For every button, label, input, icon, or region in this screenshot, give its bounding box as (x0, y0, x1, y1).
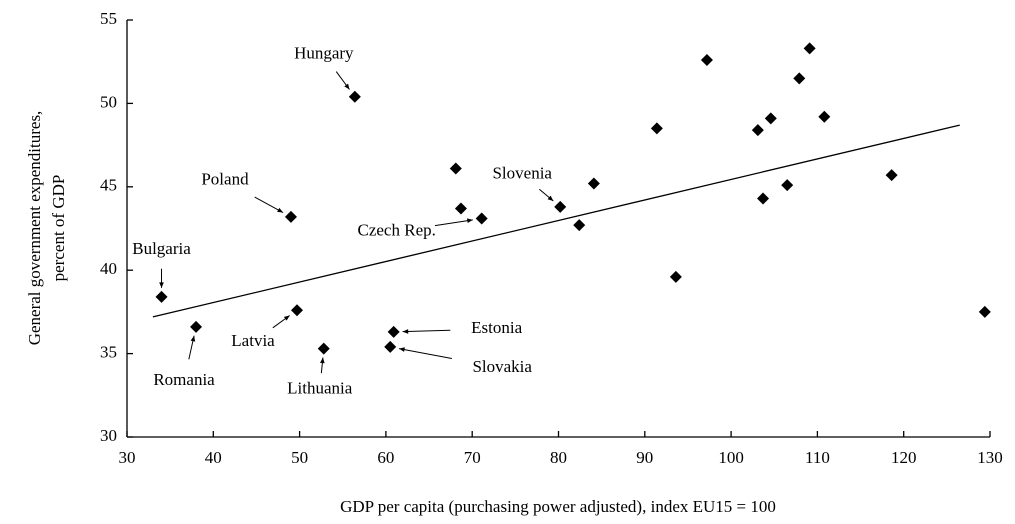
x-tick-label: 130 (977, 448, 1003, 467)
x-tick-label: 120 (891, 448, 917, 467)
point (573, 219, 586, 232)
point-label: Estonia (471, 318, 522, 337)
y-tick-label: 55 (100, 9, 117, 28)
point (751, 124, 764, 137)
y-axis-title: General government expenditures, (25, 111, 44, 346)
point (190, 320, 203, 333)
y-tick-label: 35 (100, 343, 117, 362)
point (700, 54, 713, 67)
x-tick-label: 110 (805, 448, 830, 467)
annotation-arrow (402, 329, 451, 333)
point-label: Slovenia (492, 164, 552, 183)
point-label: Bulgaria (132, 239, 191, 258)
arrow-head (159, 282, 164, 288)
x-tick-label: 30 (119, 448, 136, 467)
point (475, 212, 488, 225)
point-label: Lithuania (287, 379, 353, 398)
point (650, 122, 663, 135)
arrow-head (547, 195, 554, 202)
point (764, 112, 777, 125)
point (781, 179, 794, 192)
point-label: Hungary (294, 44, 354, 63)
annotation-arrow (434, 219, 473, 227)
arrow-head (283, 315, 290, 321)
point (793, 72, 806, 85)
arrow-head (344, 83, 350, 90)
point (155, 290, 168, 303)
x-tick-label: 50 (291, 448, 308, 467)
arrow-head (402, 329, 409, 334)
x-tick-label: 60 (377, 448, 394, 467)
point (384, 340, 397, 353)
y-tick-label: 50 (100, 92, 117, 111)
point (818, 110, 831, 123)
point (284, 210, 297, 223)
y-tick-label: 30 (100, 426, 117, 445)
x-axis-title: GDP per capita (purchasing power adjuste… (340, 497, 776, 516)
point (317, 342, 330, 355)
point (449, 162, 462, 175)
arrow-head (320, 357, 325, 364)
point (554, 200, 567, 213)
point-label: Latvia (231, 331, 275, 350)
point (454, 202, 467, 215)
point-label: Slovakia (472, 357, 532, 376)
point (669, 270, 682, 283)
x-tick-label: 70 (464, 448, 481, 467)
x-tick-label: 90 (636, 448, 653, 467)
point (387, 325, 400, 338)
point-label: Czech Rep. (358, 220, 436, 239)
x-tick-label: 80 (550, 448, 567, 467)
arrow-head (466, 218, 473, 223)
point (757, 192, 770, 205)
arrow-head (190, 335, 196, 342)
x-tick-label: 100 (718, 448, 744, 467)
point (348, 90, 361, 103)
point (803, 42, 816, 55)
arrow-head (277, 207, 284, 213)
point (978, 305, 991, 318)
point (291, 304, 304, 317)
annotation-arrow (398, 348, 452, 359)
point (587, 177, 600, 190)
point-label: Poland (201, 170, 249, 189)
y-tick-label: 45 (100, 176, 117, 195)
x-tick-label: 40 (205, 448, 222, 467)
point-label: Romania (153, 370, 215, 389)
trend-line (152, 124, 960, 318)
arrow-head (399, 347, 405, 352)
point (885, 169, 898, 182)
y-tick-label: 40 (100, 259, 117, 278)
y-axis-title: percent of GDP (49, 175, 68, 282)
